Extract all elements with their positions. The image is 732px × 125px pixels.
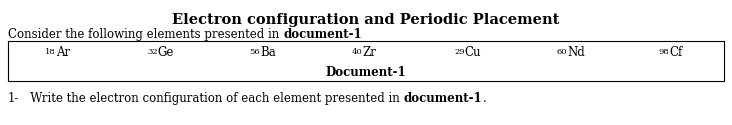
Text: 18: 18 [45,48,56,56]
Text: 1-: 1- [8,92,19,105]
Text: .: . [482,92,486,105]
Text: 56: 56 [250,48,260,56]
Text: Ge: Ge [158,46,174,59]
Text: Consider the following elements presented in: Consider the following elements presente… [8,28,283,41]
Text: Nd: Nd [567,46,585,59]
Text: document-1: document-1 [283,28,362,41]
Text: 98: 98 [659,48,669,56]
Text: Cu: Cu [465,46,481,59]
Text: 29: 29 [454,48,465,56]
Text: Electron configuration and Periodic Placement: Electron configuration and Periodic Plac… [172,13,560,27]
Text: Zr: Zr [362,46,376,59]
Text: Write the electron configuration of each element presented in: Write the electron configuration of each… [19,92,404,105]
Text: Ar: Ar [56,46,70,59]
Text: Ba: Ba [260,46,276,59]
Text: 60: 60 [556,48,567,56]
Text: 32: 32 [147,48,158,56]
Text: Document-1: Document-1 [326,66,406,80]
Text: 40: 40 [351,48,362,56]
Text: Cf: Cf [669,46,682,59]
Text: document-1: document-1 [404,92,482,105]
